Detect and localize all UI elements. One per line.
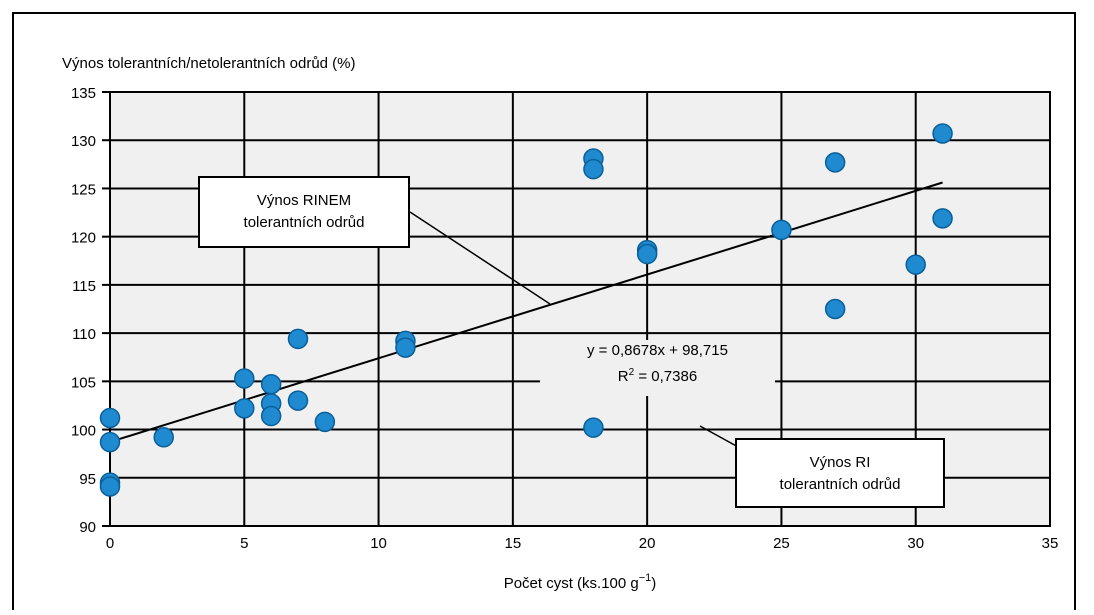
y-tick-label: 110 [72, 326, 96, 343]
y-tick-label: 130 [71, 133, 96, 150]
data-point [99, 407, 121, 429]
y-tick-label: 90 [79, 519, 96, 536]
callout-rinem: Výnos RINEM tolerantních odrůd [198, 176, 410, 248]
y-tick-label: 100 [71, 423, 96, 440]
data-point [771, 219, 792, 241]
data-points [99, 123, 953, 497]
callout-ri-line2: tolerantních odrůd [779, 476, 901, 493]
callout-rinem-line1: Výnos RINEM [256, 192, 352, 209]
data-point [932, 123, 953, 144]
x-tick-label: 25 [773, 535, 790, 552]
x-tick-label: 0 [106, 535, 114, 552]
data-point [395, 337, 416, 358]
regression-equation: y = 0,8678x + 98,715 R2 = 0,7386 [540, 340, 775, 396]
x-tick-label: 15 [505, 535, 522, 552]
callout-ri-line1: Výnos RI [809, 454, 871, 471]
callout-ri: Výnos RI tolerantních odrůd [735, 438, 945, 508]
y-axis-ticks: 90 95 100 105 110 115 120 125 130 135 [71, 85, 110, 536]
x-tick-label: 10 [370, 535, 387, 552]
y-axis-label: Výnos tolerantních/netolerantních odrůd … [62, 55, 356, 72]
data-point [153, 427, 174, 448]
y-tick-label: 95 [79, 471, 96, 488]
x-tick-label: 20 [639, 535, 656, 552]
data-point [824, 152, 846, 173]
data-point [99, 431, 121, 453]
r-squared-text: R2 = 0,7386 [617, 367, 698, 385]
data-point [260, 405, 282, 427]
y-tick-label: 125 [71, 181, 96, 198]
callout-leaders [409, 211, 741, 449]
y-tick-label: 135 [71, 85, 96, 102]
x-axis-ticks: 0 5 10 15 20 25 30 35 [106, 535, 1059, 552]
data-point [234, 398, 255, 419]
data-point [932, 208, 953, 229]
x-tick-label: 35 [1042, 535, 1059, 552]
data-point [583, 158, 604, 180]
data-point [260, 373, 282, 395]
data-point [824, 298, 846, 320]
data-point [234, 368, 255, 389]
data-point [287, 328, 309, 350]
data-point [99, 476, 121, 497]
data-point [636, 243, 658, 265]
leader-rinem [409, 211, 551, 305]
y-tick-label: 105 [71, 374, 96, 391]
data-point [905, 254, 926, 275]
callout-rinem-line2: tolerantních odrůd [243, 214, 365, 231]
y-tick-label: 120 [71, 230, 96, 247]
equation-text: y = 0,8678x + 98,715 [587, 342, 728, 359]
data-point [583, 417, 604, 438]
x-axis-label: Počet cyst (ks.100 g−1) [504, 572, 657, 592]
chart-frame [12, 12, 1076, 610]
x-tick-label: 30 [907, 535, 924, 552]
data-point [287, 390, 309, 411]
trendline [109, 181, 943, 443]
data-point [314, 411, 336, 433]
y-tick-label: 115 [72, 278, 96, 295]
x-tick-label: 5 [240, 535, 248, 552]
leader-ri [699, 425, 741, 449]
